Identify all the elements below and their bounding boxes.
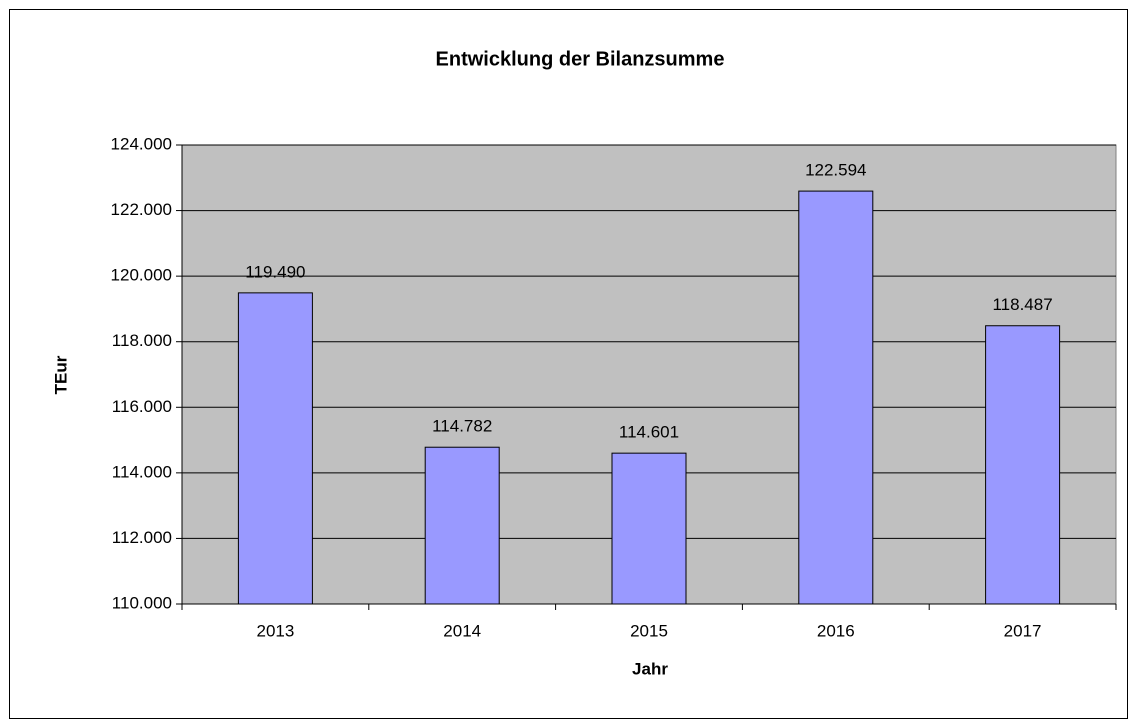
y-tick-label: 116.000 bbox=[112, 397, 172, 416]
y-tick-label: 118.000 bbox=[112, 331, 172, 350]
y-axis-label: TEur bbox=[51, 355, 70, 394]
y-tick-label: 110.000 bbox=[112, 593, 172, 612]
y-tick-label: 122.000 bbox=[111, 200, 172, 219]
data-label: 114.601 bbox=[619, 423, 679, 442]
x-tick-label: 2017 bbox=[1004, 621, 1042, 640]
data-label: 118.487 bbox=[992, 295, 1052, 314]
y-tick-label: 120.000 bbox=[111, 266, 172, 285]
x-tick-label: 2015 bbox=[630, 621, 668, 640]
data-label: 122.594 bbox=[805, 161, 866, 180]
x-tick-label: 2013 bbox=[256, 621, 294, 640]
chart-title: Entwicklung der Bilanzsumme bbox=[436, 48, 725, 70]
bar bbox=[237, 292, 313, 605]
y-tick-label: 124.000 bbox=[111, 134, 172, 153]
bar bbox=[611, 452, 687, 605]
x-tick-label: 2016 bbox=[817, 621, 855, 640]
bar bbox=[798, 190, 874, 605]
data-label: 119.490 bbox=[245, 262, 305, 281]
y-tick-label: 114.000 bbox=[112, 462, 172, 481]
bar bbox=[424, 446, 500, 605]
y-tick-label: 112.000 bbox=[112, 528, 172, 547]
bar bbox=[985, 325, 1061, 605]
x-axis-label: Jahr bbox=[632, 659, 668, 678]
data-label: 114.782 bbox=[432, 417, 492, 436]
x-tick-label: 2014 bbox=[443, 621, 481, 640]
